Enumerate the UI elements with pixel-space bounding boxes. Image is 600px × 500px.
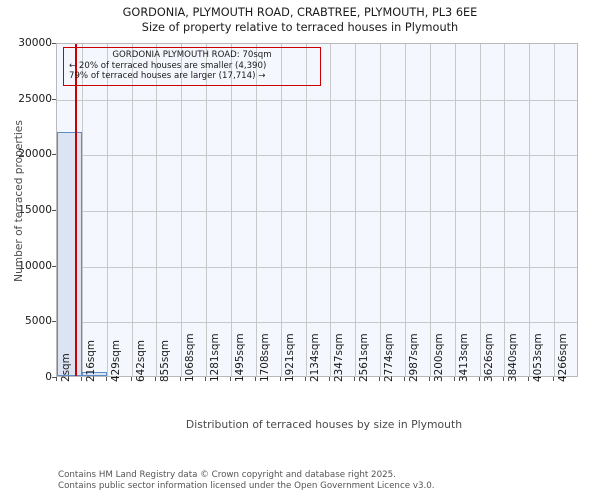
gridline-horizontal	[57, 211, 577, 212]
footer-line-1: Contains HM Land Registry data © Crown c…	[58, 470, 396, 480]
gridline-vertical	[504, 44, 505, 376]
property-marker-line	[75, 44, 77, 376]
x-axis-tick-mark	[354, 377, 356, 381]
x-axis-tick-mark	[329, 377, 331, 381]
gridline-vertical	[380, 44, 381, 376]
x-axis-tick-mark	[453, 377, 455, 381]
gridline-vertical	[554, 44, 555, 376]
x-axis-tick-label: 216sqm	[84, 340, 97, 382]
x-axis-tick-mark	[180, 377, 182, 381]
annotation-line-2: ← 20% of terraced houses are smaller (4,…	[69, 60, 267, 71]
y-axis-tick-mark	[52, 377, 56, 378]
plot-area	[56, 43, 578, 377]
annotation-line-3: 79% of terraced houses are larger (17,71…	[69, 71, 266, 81]
footer-line-2: Contains public sector information licen…	[58, 480, 435, 491]
gridline-vertical	[281, 44, 282, 376]
footer-attribution: Contains HM Land Registry data © Crown c…	[58, 470, 435, 491]
x-axis-tick-label: 642sqm	[134, 340, 147, 382]
x-axis-tick-mark	[478, 377, 480, 381]
x-axis-tick-label: 855sqm	[159, 340, 172, 382]
x-axis-tick-label: 2561sqm	[358, 333, 371, 382]
gridline-vertical	[256, 44, 257, 376]
annotation-line-1: GORDONIA PLYMOUTH ROAD: 70sqm	[112, 50, 272, 60]
gridline-vertical	[330, 44, 331, 376]
gridline-vertical	[480, 44, 481, 376]
y-axis-tick-label: 10000	[18, 259, 52, 272]
gridline-vertical	[430, 44, 431, 376]
y-axis-tick-mark	[52, 265, 56, 267]
x-axis-tick-mark	[155, 377, 157, 381]
x-axis-tick-mark	[304, 377, 306, 381]
x-axis-tick-mark	[130, 377, 132, 381]
y-axis-ticks: 0 5000 10000 15000 20000 25000 30000	[0, 0, 52, 500]
gridline-vertical	[132, 44, 133, 376]
x-axis-tick-label: 1495sqm	[234, 333, 246, 382]
x-axis-label: Distribution of terraced houses by size …	[185, 418, 463, 431]
gridline-vertical	[206, 44, 207, 376]
x-axis-tick-mark	[553, 377, 555, 381]
y-axis-tick-label: 25000	[18, 92, 52, 105]
x-axis-tick-mark	[428, 377, 430, 381]
chart-title-block: GORDONIA, PLYMOUTH ROAD, CRABTREE, PLYMO…	[0, 0, 600, 35]
x-axis-tick-label: 3840sqm	[507, 333, 520, 382]
x-axis-tick-mark	[205, 377, 207, 381]
gridline-vertical	[355, 44, 356, 376]
y-axis-tick-label: 5000	[25, 315, 52, 328]
gridline-vertical	[181, 44, 182, 376]
gridline-vertical	[107, 44, 108, 376]
y-axis-label: Number of terraced properties	[13, 120, 25, 282]
gridline-horizontal	[57, 266, 577, 268]
y-axis-tick-mark	[52, 43, 56, 44]
y-axis-tick-label: 15000	[18, 204, 52, 216]
y-axis-tick-label: 20000	[18, 148, 52, 161]
x-axis-tick-mark	[230, 377, 231, 381]
x-axis-tick-label: 4266sqm	[557, 333, 570, 382]
y-axis-tick-mark	[52, 154, 56, 156]
x-axis-tick-label: 2sqm	[60, 353, 72, 382]
x-axis-tick-mark	[56, 377, 57, 381]
gridline-vertical	[405, 44, 406, 376]
y-axis-tick-label: 0	[45, 371, 52, 383]
gridline-horizontal	[57, 155, 577, 157]
bar	[81, 371, 107, 376]
x-axis-tick-label: 1708sqm	[258, 333, 271, 382]
y-axis-tick-mark	[52, 210, 56, 211]
x-axis-tick-label: 4053sqm	[532, 333, 545, 382]
gridline-vertical	[306, 44, 307, 376]
gridline-vertical	[82, 44, 83, 376]
y-axis-tick-label: 30000	[18, 37, 52, 49]
gridline-vertical	[529, 44, 530, 376]
x-axis-tick-label: 3200sqm	[432, 333, 445, 382]
y-axis-tick-mark	[52, 321, 56, 323]
x-axis-tick-label: 2134sqm	[308, 333, 321, 382]
x-axis-tick-label: 3413sqm	[457, 333, 470, 382]
y-axis-tick-mark	[52, 98, 56, 100]
x-axis-tick-label: 2987sqm	[408, 333, 420, 382]
property-annotation-box: GORDONIA PLYMOUTH ROAD: 70sqm ← 20% of t…	[63, 47, 321, 86]
x-axis-tick-mark	[105, 377, 107, 381]
x-axis-tick-mark	[254, 377, 256, 381]
page-title: GORDONIA, PLYMOUTH ROAD, CRABTREE, PLYMO…	[122, 6, 478, 19]
x-axis-tick-label: 2774sqm	[383, 333, 396, 382]
bar	[57, 131, 82, 376]
x-axis-tick-mark	[80, 377, 82, 381]
x-axis-tick-label: 2347sqm	[333, 333, 346, 382]
x-axis-tick-mark	[279, 377, 281, 381]
x-axis-tick-label: 429sqm	[109, 340, 122, 382]
page-subtitle: Size of property relative to terraced ho…	[141, 21, 459, 34]
x-axis-tick-label: 1921sqm	[283, 333, 296, 382]
gridline-vertical	[455, 44, 456, 376]
x-axis-tick-label: 3626sqm	[482, 333, 495, 382]
gridline-horizontal	[57, 99, 577, 101]
x-axis-tick-label: 1068sqm	[184, 333, 197, 382]
gridline-vertical	[156, 44, 157, 376]
x-axis-tick-mark	[528, 377, 530, 381]
gridline-horizontal	[57, 322, 577, 324]
x-axis-tick-mark	[379, 377, 381, 381]
gridline-vertical	[231, 44, 232, 376]
x-axis-tick-mark	[503, 377, 505, 381]
x-axis-tick-label: 1281sqm	[209, 333, 222, 382]
x-axis-tick-mark	[404, 377, 405, 381]
